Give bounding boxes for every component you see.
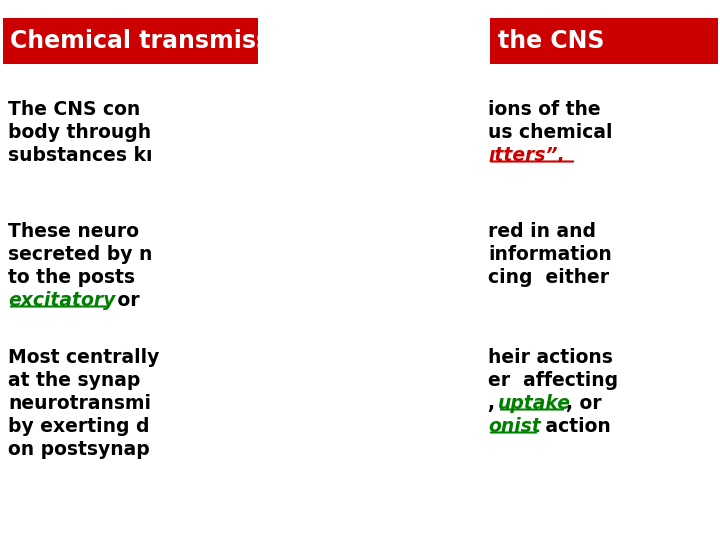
Text: action: action [539,417,611,436]
Text: ions of the: ions of the [488,100,600,119]
Text: excitatory: excitatory [8,291,115,310]
Text: at the synap: at the synap [8,371,140,390]
Text: These neuro: These neuro [8,222,139,241]
Text: red in and: red in and [488,222,596,241]
Text: to the posts: to the posts [8,268,135,287]
Text: neurotransmi: neurotransmi [8,394,151,413]
Text: ,: , [488,394,502,413]
Text: uptake: uptake [498,394,571,413]
Text: Most centrally: Most centrally [8,348,159,367]
Text: onist: onist [488,417,541,436]
Text: secreted by n: secreted by n [8,245,153,264]
Text: substances kı: substances kı [8,146,153,165]
Text: by exerting d: by exerting d [8,417,150,436]
FancyBboxPatch shape [490,18,718,64]
Text: or: or [111,291,140,310]
Text: cing  either: cing either [488,268,609,287]
Text: heir actions: heir actions [488,348,613,367]
Text: information: information [488,245,612,264]
Text: the CNS: the CNS [498,29,605,53]
Text: us chemical: us chemical [488,123,613,142]
Text: body through: body through [8,123,151,142]
Text: , or: , or [566,394,602,413]
Text: ıtters”.: ıtters”. [488,146,564,165]
Text: Chemical transmission in: Chemical transmission in [10,29,345,53]
Text: The CNS con: The CNS con [8,100,140,119]
Text: er  affecting: er affecting [488,371,618,390]
Text: on postsynap: on postsynap [8,440,150,459]
FancyBboxPatch shape [3,18,258,64]
